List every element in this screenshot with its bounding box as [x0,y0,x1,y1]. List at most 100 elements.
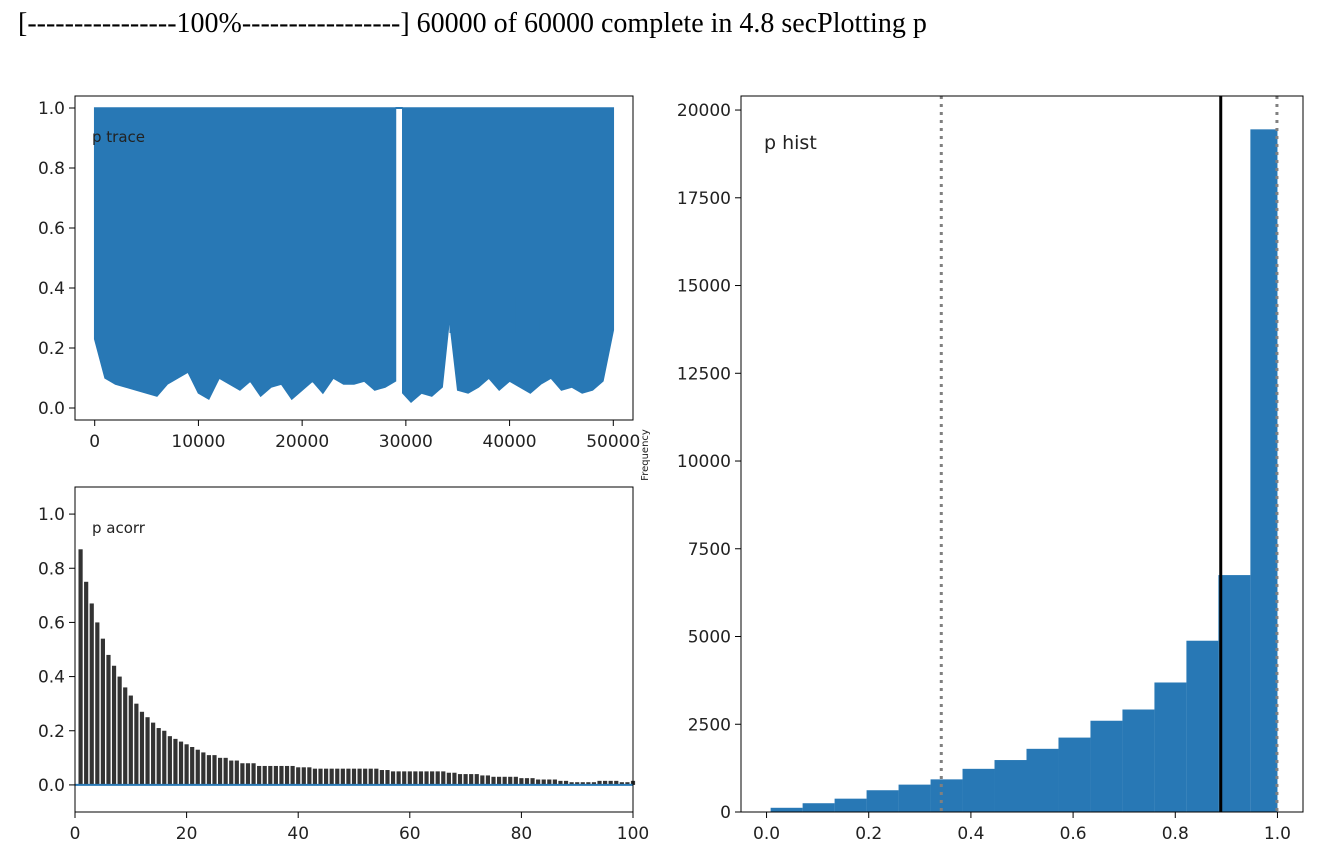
acorr-ytick-label: 0.0 [38,776,65,796]
hist-xtick-label: 0.4 [957,824,984,844]
acorr-bar [284,765,290,785]
acorr-bar [536,779,541,785]
acorr-ytick-label: 0.6 [38,613,65,633]
acorr-bar [385,770,390,785]
acorr-bar [552,779,557,785]
acorr-bar [229,760,234,785]
acorr-bar [435,771,440,785]
acorr-bar [569,782,574,785]
acorr-annotation: p acorr [92,519,146,537]
hist-ytick-label: 7500 [688,540,731,560]
acorr-bar [134,703,139,785]
acorr-bar [251,763,256,785]
acorr-bar [541,779,546,785]
hist-bar [1186,640,1219,812]
acorr-xtick-label: 40 [287,824,309,844]
hist-bar [834,798,867,812]
hist-ytick-label: 2500 [688,715,731,735]
hist-bar [1122,709,1155,812]
acorr-bar [524,778,530,785]
acorr-bar [257,765,262,785]
trace-ytick-label: 1.0 [38,99,65,119]
hist-bar [930,779,963,812]
acorr-bar [396,771,401,785]
acorr-bar [357,768,362,785]
trace-ytick-label: 0.2 [38,339,65,359]
acorr-bar [402,771,407,785]
acorr-bar [268,765,273,785]
hist-bar [1250,129,1278,812]
acorr-bar [558,780,563,785]
trace-ytick-label: 0.8 [38,159,65,179]
acorr-bar [223,757,228,785]
hist-bar [1058,737,1091,812]
acorr-bar [463,774,468,785]
acorr-bar [151,722,156,785]
acorr-bar [597,780,602,785]
acorr-bar [390,771,396,785]
hist-xtick-label: 0.0 [753,824,780,844]
acorr-bar [430,771,435,785]
acorr-bar [485,775,491,785]
acorr-bar [273,765,278,785]
acorr-bar [413,771,418,785]
hist-ytick-label: 5000 [688,628,731,648]
acorr-bar [407,771,412,785]
acorr-bar [89,603,94,785]
hist-bar [962,768,995,812]
acorr-bar [217,757,223,785]
acorr-ytick-label: 1.0 [38,505,65,525]
acorr-bar [591,782,597,785]
hist-ytick-label: 20000 [677,101,731,121]
hist-panel: 0.0 0.2 0.4 0.6 0.8 1.0 0 2500 5000 7500 10000 1250… [640,95,1304,844]
acorr-bar [279,765,284,785]
trace-xtick-label: 10000 [171,432,225,452]
acorr-bar [530,778,535,785]
hist-bar [1154,682,1187,812]
acorr-xtick-label: 0 [70,824,81,844]
acorr-bar [614,780,619,785]
acorr-bar [84,581,89,785]
acorr-bar [290,765,295,785]
acorr-bar [603,780,608,785]
acorr-bar [318,768,323,785]
acorr-bar [162,730,167,785]
hist-bar [1026,748,1059,812]
trace-ytick-label: 0.0 [38,399,65,419]
hist-ytick-label: 15000 [677,277,731,297]
acorr-bar [184,744,189,785]
hist-bar [1090,720,1123,812]
hist-ytick-label: 12500 [677,364,731,384]
hist-xtick-label: 0.2 [855,824,882,844]
progress-status-text: [----------------100%-----------------] … [18,8,927,39]
acorr-bar [240,763,245,785]
acorr-bar [480,775,485,785]
acorr-bar [100,638,105,785]
hist-bar [802,803,835,812]
acorr-bar [139,711,145,785]
hist-axes-frame [740,95,1304,813]
acorr-bar [625,782,630,785]
hist-ytick-label: 0 [720,803,731,823]
hist-ylabel: Frequency [640,429,651,481]
acorr-bar [441,771,446,785]
acorr-bar [446,772,451,785]
acorr-bar [78,549,83,785]
acorr-bar [335,768,340,785]
acorr-bar [374,768,379,785]
hist-xtick-label: 1.0 [1264,824,1291,844]
hist-bar [898,784,931,812]
acorr-bar [128,695,133,785]
hist-xtick-label: 0.6 [1060,824,1087,844]
acorr-bar [106,654,111,785]
trace-xtick-label: 40000 [483,432,537,452]
acorr-ytick-label: 0.4 [38,668,65,688]
acorr-bar [95,622,100,785]
hist-bar [866,790,899,812]
acorr-xtick-label: 20 [176,824,198,844]
acorr-bar [379,770,384,785]
hist-ytick-label: 10000 [677,452,731,472]
trace-xtick-label: 20000 [275,432,329,452]
trace-ytick-label: 0.4 [38,279,65,299]
